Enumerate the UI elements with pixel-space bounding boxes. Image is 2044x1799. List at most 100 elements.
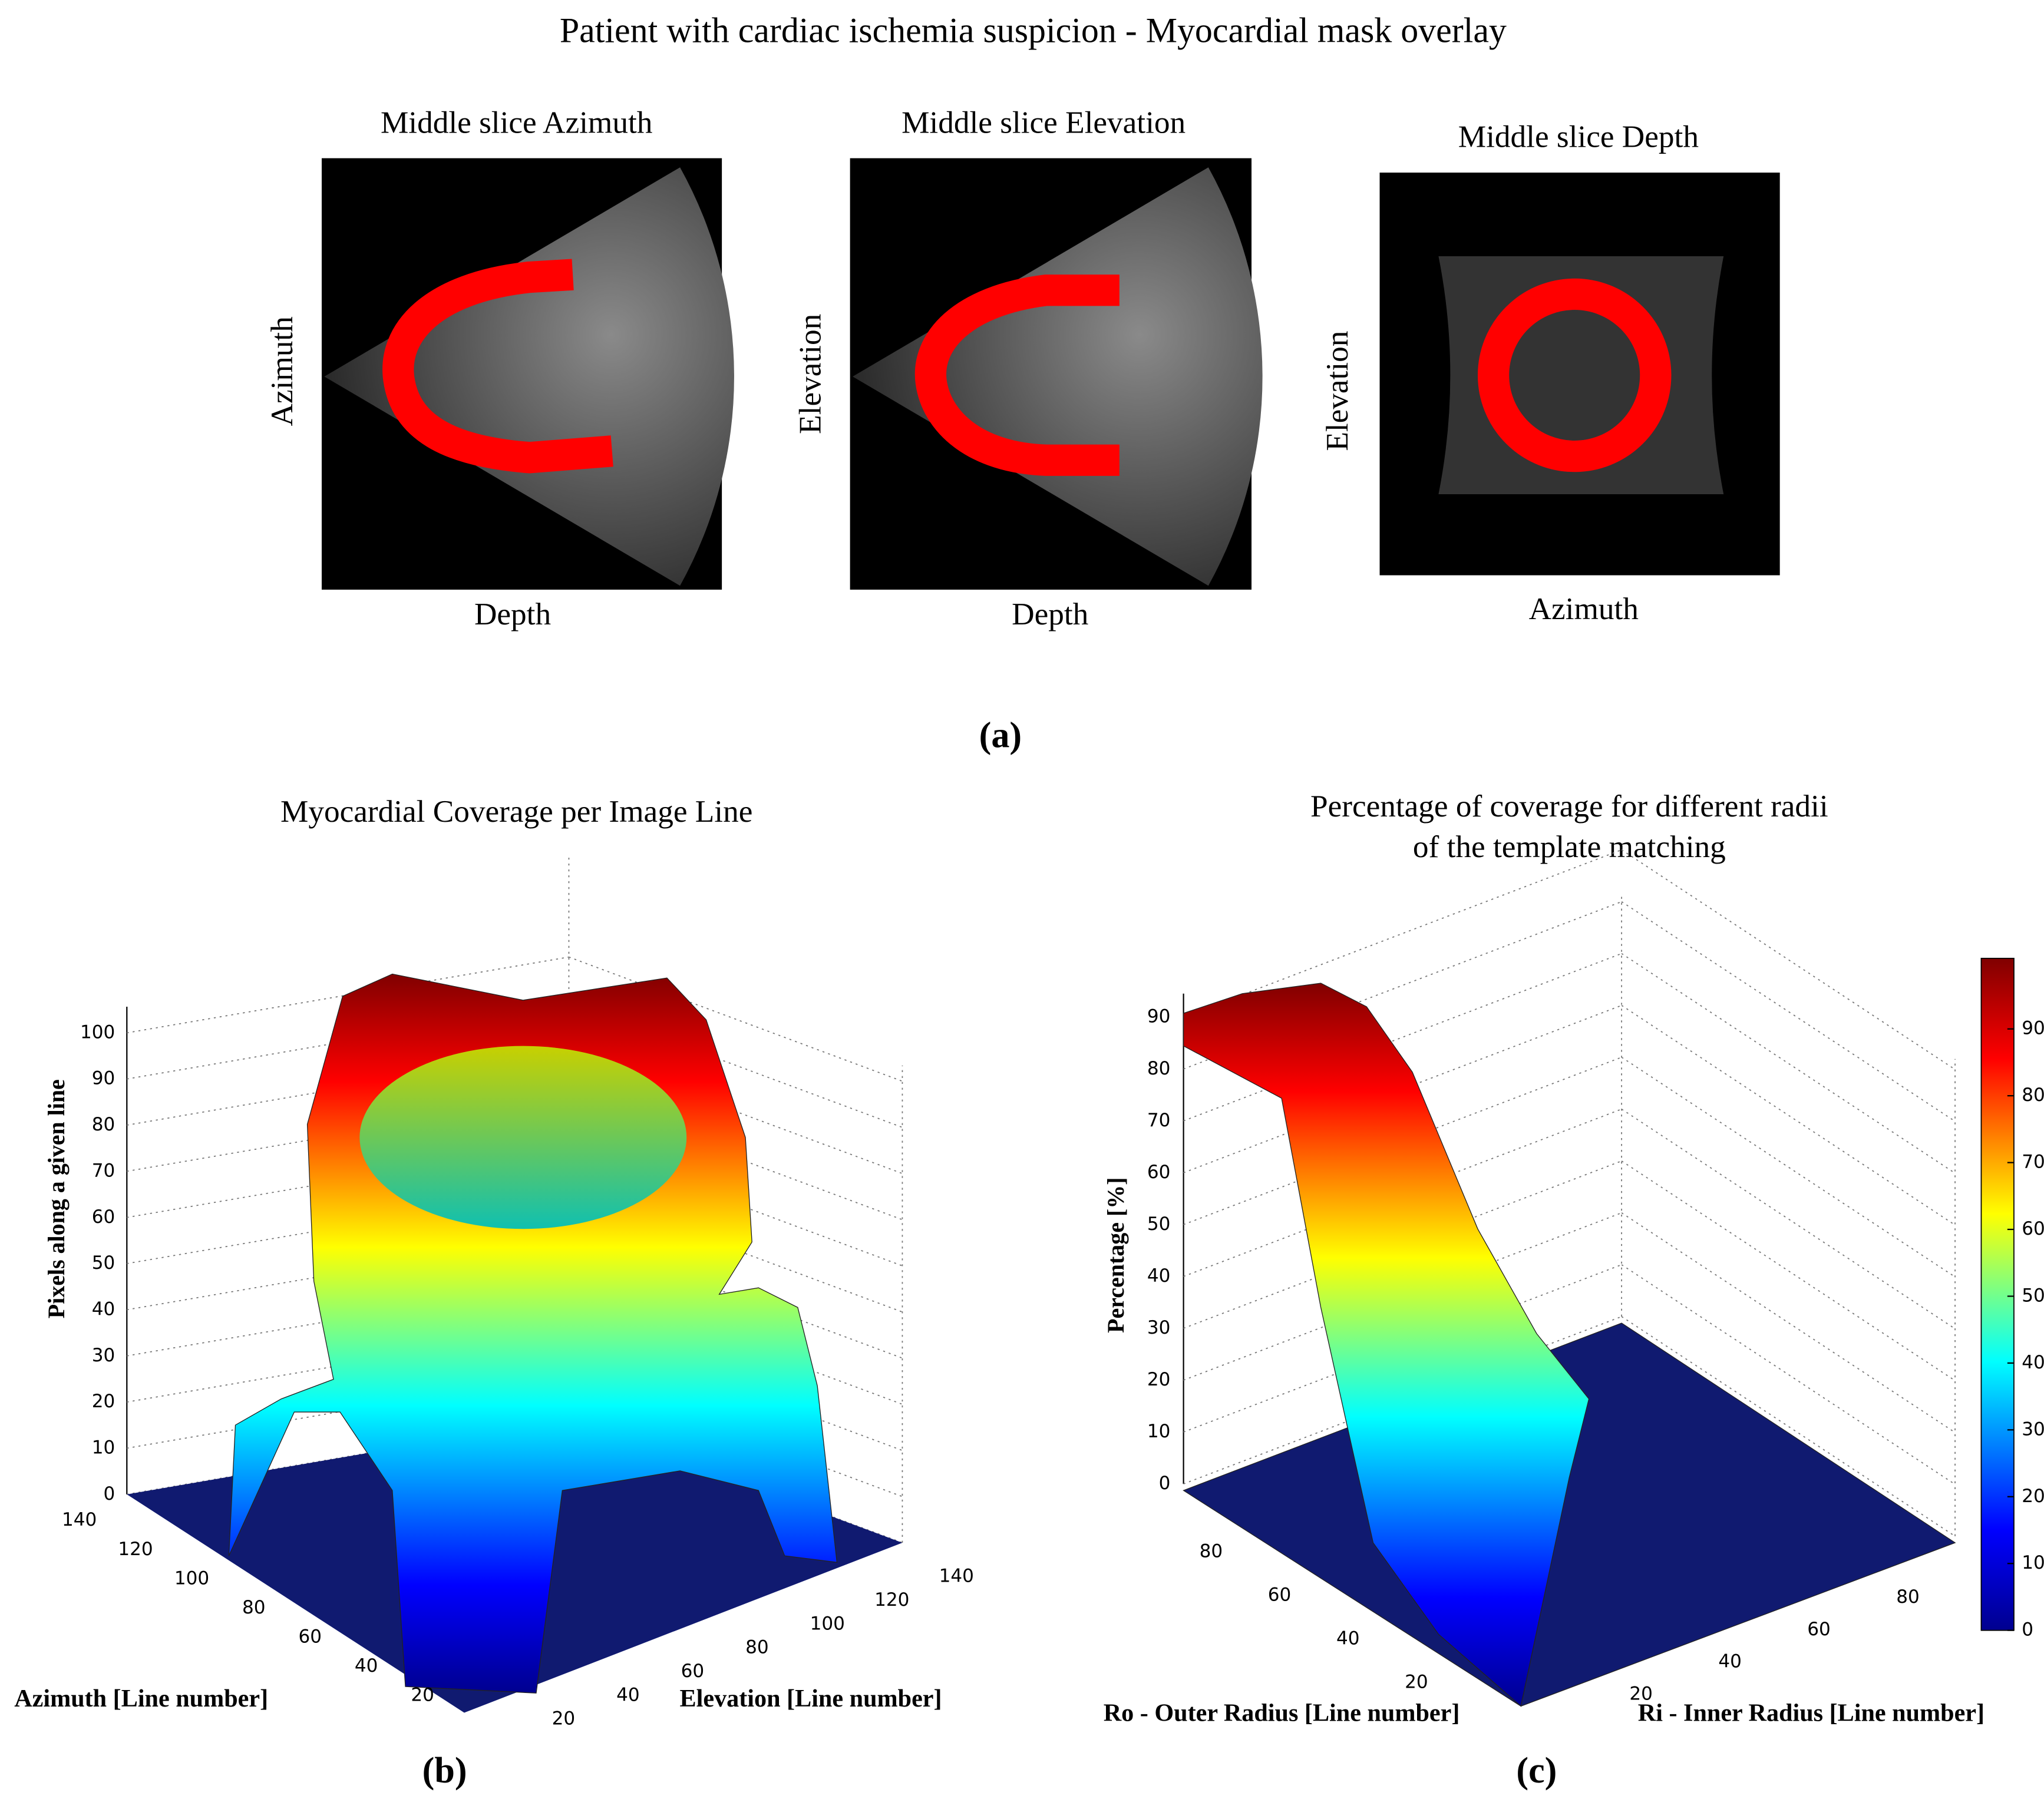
tick-label: 20 [411,1685,434,1706]
tick-label: 0 [2022,1619,2033,1641]
grid-line [1621,849,1956,1070]
tick-label: 60 [92,1206,115,1228]
tick-label: 20 [1405,1671,1428,1692]
tick-label: 60 [681,1661,705,1682]
grid-line [1621,1057,1956,1278]
tick-label: 80 [2022,1084,2044,1106]
surface-bowl [359,1046,687,1229]
x-axis-label: Depth [474,597,551,631]
myocardial-mask [914,275,1120,476]
tick-label: 40 [2022,1352,2044,1373]
grid-line [1183,1004,1622,1173]
tick-label: 40 [1718,1651,1742,1672]
tick-label: 40 [616,1684,640,1705]
grid-line [1183,1316,1622,1484]
surface [1183,983,1590,1707]
y-axis-label: Azimuth [265,316,299,426]
tick-label: 40 [92,1298,115,1320]
panel-title: Middle slice Azimuth [381,105,652,140]
myocardial-mask [1477,278,1672,472]
y-axis-label: Ro - Outer Radius [Line number] [1104,1699,1460,1727]
tick-label: 20 [552,1708,576,1729]
grid-line [1183,953,1622,1122]
tick-label: 60 [1268,1584,1292,1605]
grid-line [1621,1264,1956,1485]
grid-line [1621,1109,1956,1330]
grid-line [1183,849,1622,1018]
tick-label: 60 [1807,1619,1831,1640]
tick-label: 120 [118,1539,153,1560]
colorbar [1980,957,2015,1631]
tick-label: 30 [1147,1317,1171,1338]
x-axis-label: Azimuth [1529,591,1639,626]
tick-label: 30 [2022,1418,2044,1440]
tick-label: 20 [92,1391,115,1412]
grid-line [1621,901,1956,1122]
tick-label: 40 [1336,1628,1360,1649]
panel-title: Middle slice Elevation [902,105,1186,140]
myocardial-mask [382,259,613,474]
z-axis-label: Pixels along a given line [43,1079,70,1318]
grid-line [1621,1160,1956,1381]
panel-title: of the template matching [1413,829,1726,864]
tick-label: 0 [104,1483,115,1504]
tick-label: 100 [80,1021,115,1043]
tick-label: 20 [1629,1683,1653,1704]
tick-label: 100 [174,1567,209,1589]
grid-line [1621,1316,1956,1537]
grid-line [1621,953,1956,1174]
tick-label: 120 [874,1589,909,1610]
tick-label: 80 [1200,1541,1223,1562]
tick-label: 60 [2022,1218,2044,1239]
tick-label: 10 [1147,1421,1171,1442]
y-axis-label: Elevation [1320,331,1355,451]
tick-label: 70 [1147,1110,1171,1131]
tick-label: 80 [92,1114,115,1135]
y-axis-label: Azimuth [Line number] [14,1685,268,1712]
caption: (b) [422,1751,467,1791]
grid-line [569,956,903,1082]
tick-label: 100 [810,1613,845,1634]
tick-label: 10 [92,1437,115,1459]
grid-line [1183,1212,1622,1381]
caption: (c) [1516,1751,1557,1791]
tick-label: 80 [1896,1586,1920,1608]
ultrasound-sector [324,167,734,586]
caption: (a) [979,715,1022,755]
tick-label: 80 [1147,1058,1171,1079]
panel-title: Percentage of coverage for different rad… [1310,789,1828,824]
grid-line [1621,1212,1956,1433]
tick-label: 40 [1147,1265,1171,1287]
x-axis-label: Depth [1012,597,1088,631]
tick-label: 80 [242,1597,266,1618]
y-axis-label: Elevation [793,314,828,434]
tick-label: 40 [355,1655,378,1676]
tick-label: 90 [1147,1006,1171,1027]
tick-label: 20 [1147,1369,1171,1390]
panel-title: Middle slice Depth [1458,120,1699,154]
tick-label: 70 [92,1160,115,1181]
ultrasound-sector [853,167,1263,586]
grid-line [1621,1005,1956,1226]
tick-label: 90 [2022,1018,2044,1039]
grid-line [1183,1160,1622,1329]
grid-line [1183,1109,1622,1277]
tick-label: 20 [2022,1486,2044,1507]
tick-label: 140 [939,1566,974,1587]
figure-title: Patient with cardiac ischemia suspicion … [560,11,1507,49]
tick-label: 50 [2022,1285,2044,1306]
tick-label: 80 [745,1637,769,1658]
tick-label: 50 [92,1252,115,1274]
tick-label: 140 [62,1509,97,1530]
tick-label: 30 [92,1345,115,1366]
tick-label: 10 [2022,1552,2044,1573]
panel-title: Myocardial Coverage per Image Line [280,794,752,829]
tick-label: 50 [1147,1213,1171,1235]
grid-line [1183,1056,1622,1225]
tick-label: 0 [1159,1473,1171,1494]
grid-line [1183,1264,1622,1433]
x-axis-label: Ri - Inner Radius [Line number] [1638,1699,1984,1727]
tick-label: 90 [92,1068,115,1089]
